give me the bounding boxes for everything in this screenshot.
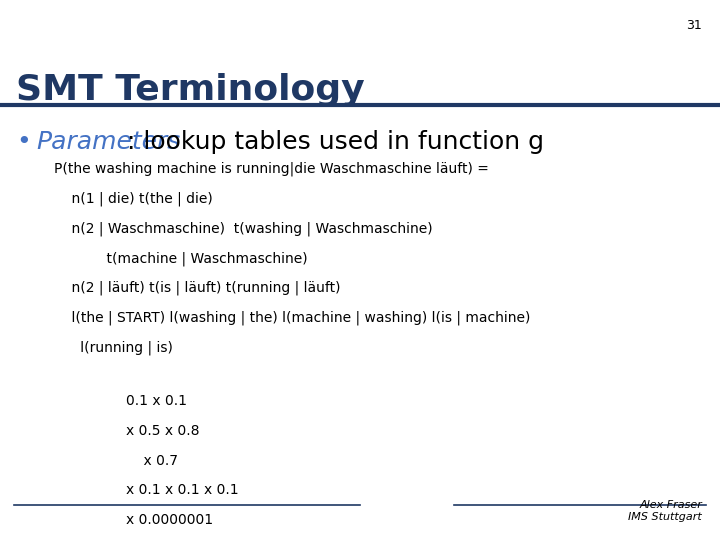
Text: Alex Fraser: Alex Fraser: [639, 500, 702, 510]
Text: n(2 | läuft) t(is | läuft) t(running | läuft): n(2 | läuft) t(is | läuft) t(running | l…: [54, 281, 341, 295]
Text: l(the | START) l(washing | the) l(machine | washing) l(is | machine): l(the | START) l(washing | the) l(machin…: [54, 310, 531, 325]
Text: 0.1 x 0.1: 0.1 x 0.1: [126, 394, 187, 408]
Text: SMT Terminology: SMT Terminology: [16, 73, 364, 107]
Text: t(machine | Waschmaschine): t(machine | Waschmaschine): [54, 251, 307, 266]
Text: x 0.0000001: x 0.0000001: [126, 513, 213, 527]
Text: x 0.5 x 0.8: x 0.5 x 0.8: [126, 424, 199, 438]
Text: •: •: [16, 130, 30, 153]
Text: l(running | is): l(running | is): [54, 340, 173, 355]
Text: Parameters: Parameters: [36, 130, 180, 153]
Text: P(the washing machine is running|die Waschmaschine läuft) =: P(the washing machine is running|die Was…: [54, 162, 489, 177]
Text: x 0.1 x 0.1 x 0.1: x 0.1 x 0.1 x 0.1: [126, 483, 238, 497]
Text: n(1 | die) t(the | die): n(1 | die) t(the | die): [54, 192, 212, 206]
Text: 31: 31: [686, 19, 702, 32]
Text: n(2 | Waschmaschine)  t(washing | Waschmaschine): n(2 | Waschmaschine) t(washing | Waschma…: [54, 221, 433, 236]
Text: IMS Stuttgart: IMS Stuttgart: [629, 512, 702, 522]
Text: : lookup tables used in function g: : lookup tables used in function g: [127, 130, 544, 153]
Text: x 0.7: x 0.7: [126, 454, 178, 468]
